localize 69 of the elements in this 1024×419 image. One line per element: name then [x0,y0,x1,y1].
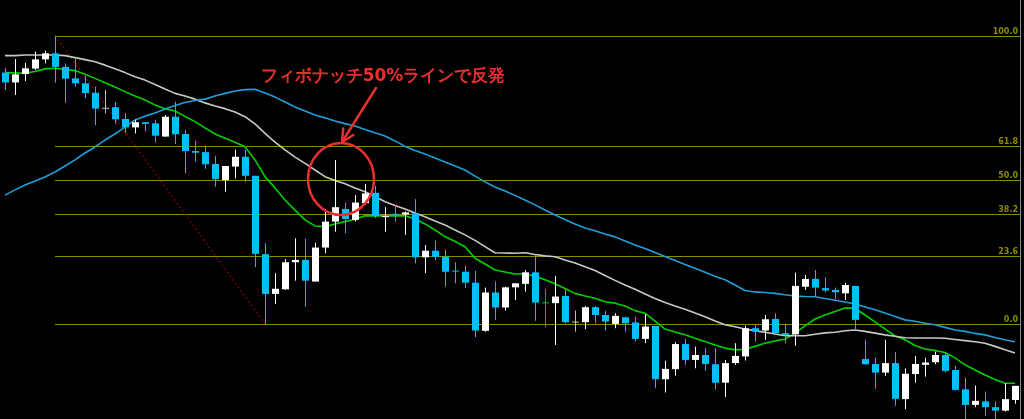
candlestick [572,310,579,333]
candlestick [452,261,459,284]
candlestick [92,86,99,126]
candlestick [242,149,249,183]
candlestick [782,323,789,344]
candlestick [302,238,309,308]
candlestick [712,347,719,390]
candlestick [762,314,769,341]
candlestick [912,355,919,384]
candlestick [682,338,689,366]
ref-line-label: 100.0 [992,26,1019,36]
candlestick [192,140,199,163]
candlestick [882,339,889,377]
candlestick [162,114,169,138]
candlestick [152,119,159,143]
candlestick [522,269,529,293]
candlestick [212,155,219,188]
candlestick [602,310,609,332]
candlestick [102,89,109,114]
candlestick [202,146,209,170]
candlestick [32,51,39,71]
candlestick [82,75,89,99]
candlestick [172,101,179,145]
candlestick [772,312,779,335]
candlestick [112,101,119,124]
candlestick [422,244,429,274]
candlestick [642,313,649,344]
candlestick [982,391,989,417]
candlestick [182,129,189,174]
candlestick [1002,382,1009,413]
candlestick [872,356,879,390]
candlestick [632,316,639,342]
candlestick [462,265,469,289]
candlestick [222,165,229,193]
candlestick [72,57,79,88]
candlestick [722,359,729,398]
candlestick [972,385,979,408]
candlestick [942,352,949,373]
candlestick [582,305,589,330]
candlestick [272,272,279,305]
annotation: フィボナッチ50%ラインで反発 [260,65,506,86]
candlestick [372,185,379,219]
candlestick [542,288,549,328]
candlestick [52,35,59,84]
candlestick [232,149,239,179]
candlestick [812,269,819,298]
candlestick [862,339,869,366]
candlestick [62,62,69,104]
candlestick [552,275,559,346]
candlestick [702,347,709,372]
candlestick [432,240,439,261]
candlestick [492,281,499,321]
candlestick [442,249,449,288]
ref-line-label: 50.0 [998,170,1019,180]
ref-line-label: 0.0 [1003,314,1019,324]
candlestick [392,204,399,223]
candlestick [22,62,29,82]
candlestick [382,206,389,233]
candlestick [662,360,669,393]
ref-line-label: 61.8 [998,136,1019,146]
ref-line-label: 23.6 [998,246,1019,256]
candlestick [952,365,959,391]
candlestick [12,58,19,96]
candlestick [732,342,739,366]
candlestick [692,346,699,369]
candlestick [2,67,9,91]
candlestick [962,377,969,419]
ref-line-label: 38.2 [998,204,1018,214]
candlestick [122,112,129,134]
